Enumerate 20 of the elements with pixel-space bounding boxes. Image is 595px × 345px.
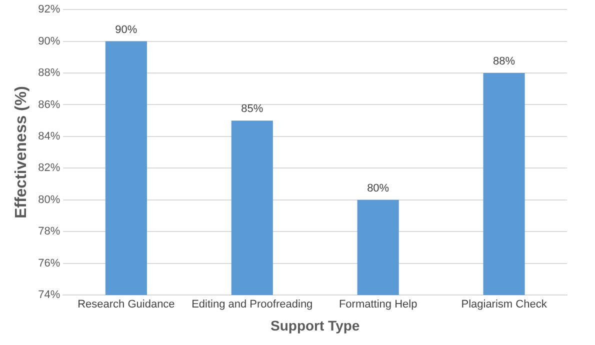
y-tick-label: 82% [38,162,60,174]
data-label: 85% [241,103,264,116]
y-tick-label: 80% [38,194,60,206]
y-tick-label: 90% [38,35,60,48]
x-tick-label: Formatting Help [338,298,418,311]
data-label: 80% [367,182,390,194]
y-tick-label: 88% [38,67,60,80]
y-tick-label: 84% [38,130,60,142]
data-label: 88% [493,56,516,68]
x-tick-label: Plagiarism Check [461,298,548,311]
y-tick-label: 78% [38,226,60,238]
y-tick-label: 76% [38,257,60,270]
y-tick-label: 92% [38,4,60,16]
y-tick-label: 74% [38,289,60,302]
x-tick-label: Research Guidance [78,298,175,311]
y-axis-title: Effectiveness (%) [13,86,30,219]
x-axis-title: Support Type [270,317,360,334]
x-tick-label: Editing and Proofreading [192,298,313,311]
data-label: 90% [115,24,138,36]
y-tick-label: 86% [38,98,60,111]
